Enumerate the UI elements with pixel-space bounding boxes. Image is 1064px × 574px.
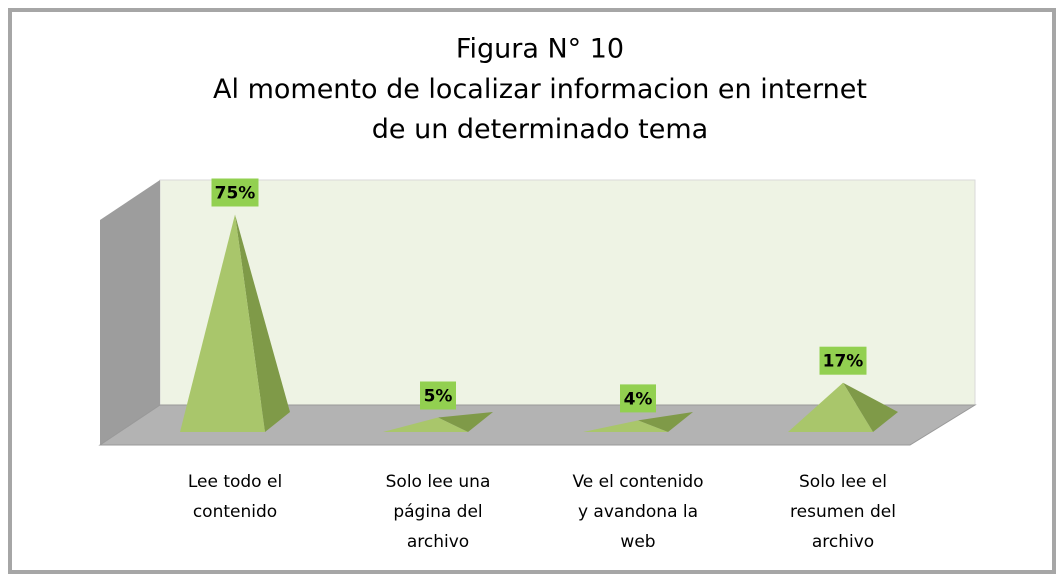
pyramid-side — [235, 214, 290, 432]
data-label-box — [819, 346, 867, 375]
data-label-box — [420, 381, 456, 410]
pyramid-front — [788, 382, 873, 432]
floor — [98, 404, 977, 446]
data-label: 17% — [823, 352, 864, 372]
data-label: 4% — [624, 389, 653, 409]
pyramid-side — [638, 412, 693, 432]
chart-subtitle: Al momento de localizar informacion en i… — [213, 74, 867, 145]
x-tick-label: Solo lee una página del archivo — [386, 472, 491, 552]
x-tick-label: Lee todo el contenido — [188, 472, 282, 522]
data-label-box — [620, 384, 656, 413]
chart-title: Figura N° 10 — [456, 34, 624, 65]
pyramid-front — [383, 417, 468, 432]
pyramid-front — [180, 214, 265, 432]
pyramid-front — [583, 420, 668, 432]
pyramid-side — [843, 382, 898, 432]
pyramid-side — [438, 412, 493, 432]
x-tick-label: Solo lee el resumen del archivo — [790, 472, 896, 552]
data-label-box — [211, 178, 259, 207]
data-label: 75% — [215, 184, 256, 204]
x-tick-label: Ve el contenido y avandona la web — [572, 472, 703, 552]
data-label: 5% — [424, 387, 453, 407]
side-wall — [100, 180, 160, 445]
